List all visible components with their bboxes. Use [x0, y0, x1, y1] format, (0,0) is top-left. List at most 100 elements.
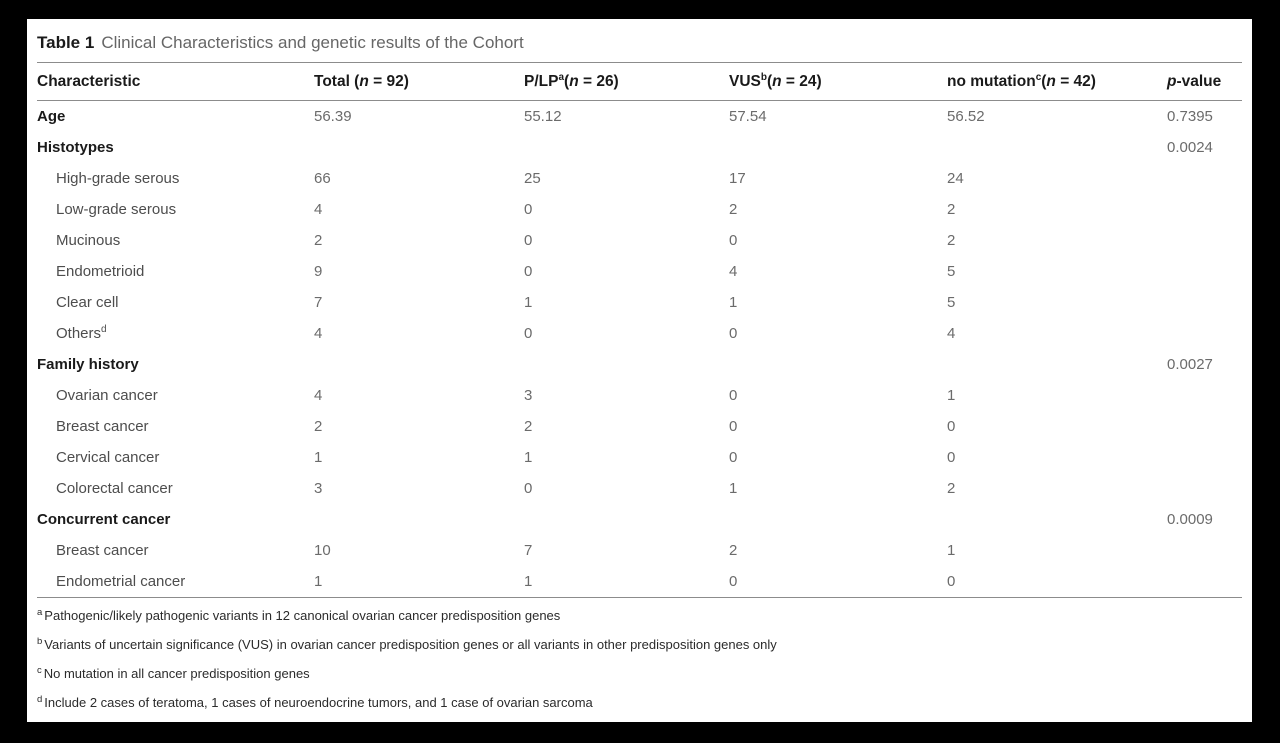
- table-caption: Table 1 Clinical Characteristics and gene…: [37, 19, 1242, 62]
- superscript: b: [760, 71, 767, 83]
- table-row: Othersd 4 0 0 4: [37, 318, 1242, 349]
- cell-p-value: 0.7395: [1167, 108, 1213, 125]
- cell-value: 3: [524, 387, 533, 404]
- cell-p-value: [1167, 442, 1242, 473]
- superscript: a: [558, 71, 565, 83]
- row-label-text: Family history: [37, 356, 139, 373]
- row-label-text: Mucinous: [56, 232, 121, 249]
- cell-value: 2: [729, 201, 738, 218]
- cell-value: [314, 132, 524, 163]
- row-label: Histotypes: [37, 132, 314, 163]
- text-segment: (: [766, 72, 773, 90]
- table-row: Endometrial cancer 1 1 0 0: [37, 566, 1242, 598]
- cell-value: 4: [729, 263, 738, 280]
- cell-value: [314, 504, 524, 535]
- row-label-text: Ovarian cancer: [56, 387, 158, 404]
- text-segment: = 92): [368, 72, 409, 90]
- row-label-text: Cervical cancer: [56, 449, 160, 466]
- row-label: Ovarian cancer: [37, 380, 314, 411]
- cell-value: [729, 504, 947, 535]
- row-label-text: Endometrioid: [56, 263, 145, 280]
- cell-value: [314, 349, 524, 380]
- text-segment: P/LP: [524, 72, 559, 90]
- cell-p-value: [1167, 256, 1242, 287]
- superscript: c: [1035, 71, 1042, 83]
- column-header-total: Total (n = 92): [314, 63, 524, 101]
- footnote-marker: a: [37, 606, 43, 618]
- cell-p-value: [1167, 473, 1242, 504]
- text-segment: n: [569, 72, 579, 90]
- cell-p-value: 0.0027: [1167, 356, 1213, 373]
- text-segment: (: [1041, 72, 1047, 90]
- cell-value: 0: [524, 480, 533, 497]
- text-segment: p: [1167, 72, 1177, 90]
- cell-value: [524, 132, 729, 163]
- column-header-p-value: p-value: [1167, 63, 1242, 101]
- cell-value: 0: [729, 325, 738, 342]
- section-row: Family history 0.0027: [37, 349, 1242, 380]
- footnote-marker: d: [37, 693, 43, 705]
- cell-value: 3: [314, 480, 323, 497]
- cell-value: [524, 349, 729, 380]
- text-segment: Characteristic: [37, 72, 141, 90]
- row-label-text: Age: [37, 108, 66, 125]
- cell-value: 4: [947, 325, 956, 342]
- cell-value: 0: [729, 449, 738, 466]
- row-label-text: Breast cancer: [56, 418, 149, 435]
- cell-value: [729, 132, 947, 163]
- row-label: Mucinous: [37, 225, 314, 256]
- cell-value: 0: [524, 325, 533, 342]
- row-label: Othersd: [37, 318, 314, 349]
- row-label-text: Colorectal cancer: [56, 480, 173, 497]
- table-row: Endometrioid 9 0 4 5: [37, 256, 1242, 287]
- text-segment: (: [564, 72, 570, 90]
- cell-value: 2: [947, 480, 956, 497]
- cell-p-value: [1167, 163, 1242, 194]
- text-segment: = 26): [578, 72, 619, 90]
- cell-value: 1: [524, 449, 533, 466]
- cell-value: 2: [314, 232, 323, 249]
- cell-p-value: [1167, 535, 1242, 566]
- row-label: Breast cancer: [37, 535, 314, 566]
- cell-value: 1: [947, 542, 956, 559]
- footnote-marker: b: [37, 635, 43, 647]
- row-label: Family history: [37, 349, 314, 380]
- table-row: Breast cancer 2 2 0 0: [37, 411, 1242, 442]
- table-title: Clinical Characteristics and genetic res…: [101, 33, 524, 52]
- text-segment: Total (: [314, 72, 360, 90]
- cell-p-value: [1167, 380, 1242, 411]
- cell-value: 0: [524, 232, 533, 249]
- row-label: Colorectal cancer: [37, 473, 314, 504]
- section-row: Age 56.39 55.12 57.54 56.52 0.7395: [37, 101, 1242, 133]
- row-label-text: Breast cancer: [56, 542, 149, 559]
- cell-value: [947, 132, 1167, 163]
- cell-value: 4: [314, 387, 323, 404]
- cell-p-value: [1167, 194, 1242, 225]
- row-label: Endometrioid: [37, 256, 314, 287]
- cell-p-value: [1167, 318, 1242, 349]
- row-label: Endometrial cancer: [37, 566, 314, 598]
- text-segment: VUS: [729, 72, 761, 90]
- cell-value: 5: [947, 263, 956, 280]
- footnote-c: c No mutation in all cancer predispositio…: [37, 665, 1242, 682]
- cell-value: 1: [947, 387, 956, 404]
- cell-value: 0: [947, 573, 956, 590]
- cell-value: 1: [524, 294, 533, 311]
- table-header: Characteristic Total (n = 92) P/LPa(n = 26…: [37, 63, 1242, 101]
- cell-value: 2: [314, 418, 323, 435]
- cell-value: 0: [729, 418, 738, 435]
- cell-value: 1: [524, 573, 533, 590]
- row-label: Concurrent cancer: [37, 504, 314, 535]
- cell-value: 0: [524, 263, 533, 280]
- cell-value: 2: [947, 201, 956, 218]
- text-segment: -value: [1176, 72, 1222, 90]
- cell-p-value: 0.0009: [1167, 511, 1213, 528]
- cell-value: [524, 504, 729, 535]
- cell-value: 4: [314, 201, 323, 218]
- row-label-text: High-grade serous: [56, 170, 180, 187]
- cell-value: 7: [314, 294, 323, 311]
- table-row: Clear cell 7 1 1 5: [37, 287, 1242, 318]
- table-body: Age 56.39 55.12 57.54 56.52 0.7395 Histotypes 0…: [37, 101, 1242, 598]
- superscript: d: [101, 324, 107, 335]
- cell-p-value: [1167, 225, 1242, 256]
